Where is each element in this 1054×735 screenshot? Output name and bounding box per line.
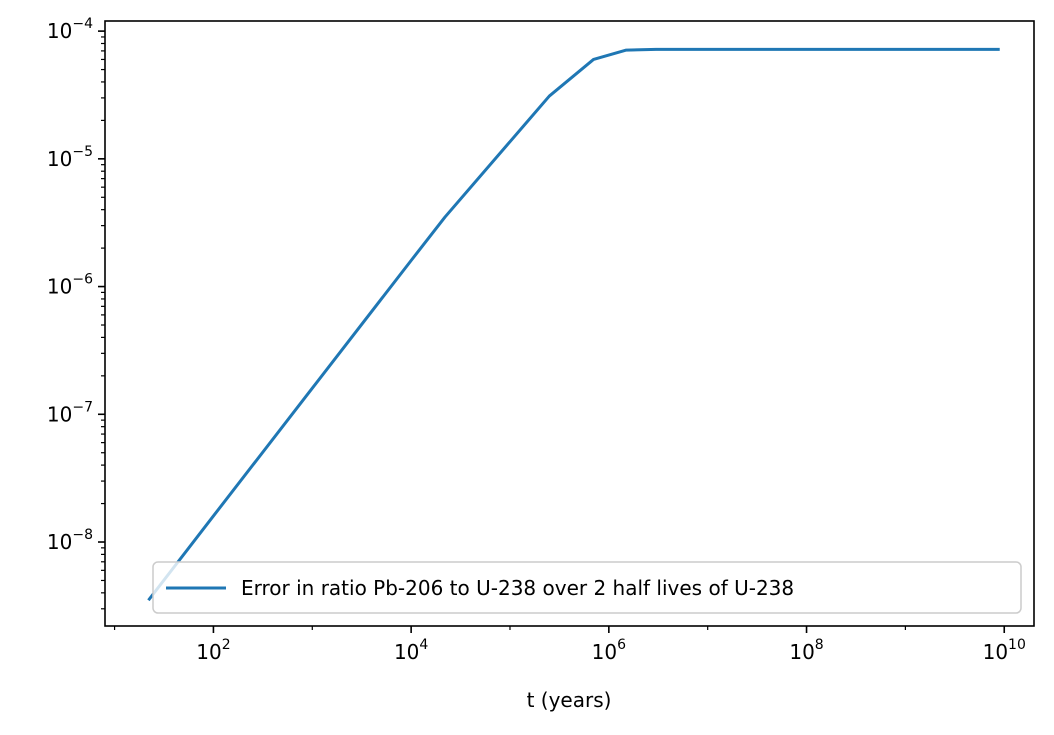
x-axis: 102 104 106 108 1010 [113,626,1026,664]
series-line-0 [147,47,1000,602]
x-tick-label: 104 [394,637,428,664]
axes-frame [104,20,1035,627]
y-tick-label: 10−8 [47,527,93,554]
y-tick-label: 10−5 [47,144,93,171]
legend: Error in ratio Pb-206 to U-238 over 2 ha… [152,561,1022,614]
x-tick-label: 1010 [983,637,1026,664]
y-tick-label: 10−7 [47,399,93,426]
y-tick-label: 10−4 [47,16,93,43]
x-axis-label: t (years) [527,688,612,712]
legend-box [152,561,1022,614]
series-layer [147,47,1000,602]
legend-entry: Error in ratio Pb-206 to U-238 over 2 ha… [241,576,794,600]
x-tick-label: 108 [789,637,823,664]
y-axis: 10−8 10−7 10−6 10−5 10−4 [47,16,105,610]
y-tick-label: 10−6 [47,272,93,299]
x-tick-label: 102 [196,637,230,664]
x-tick-label: 106 [592,637,626,664]
